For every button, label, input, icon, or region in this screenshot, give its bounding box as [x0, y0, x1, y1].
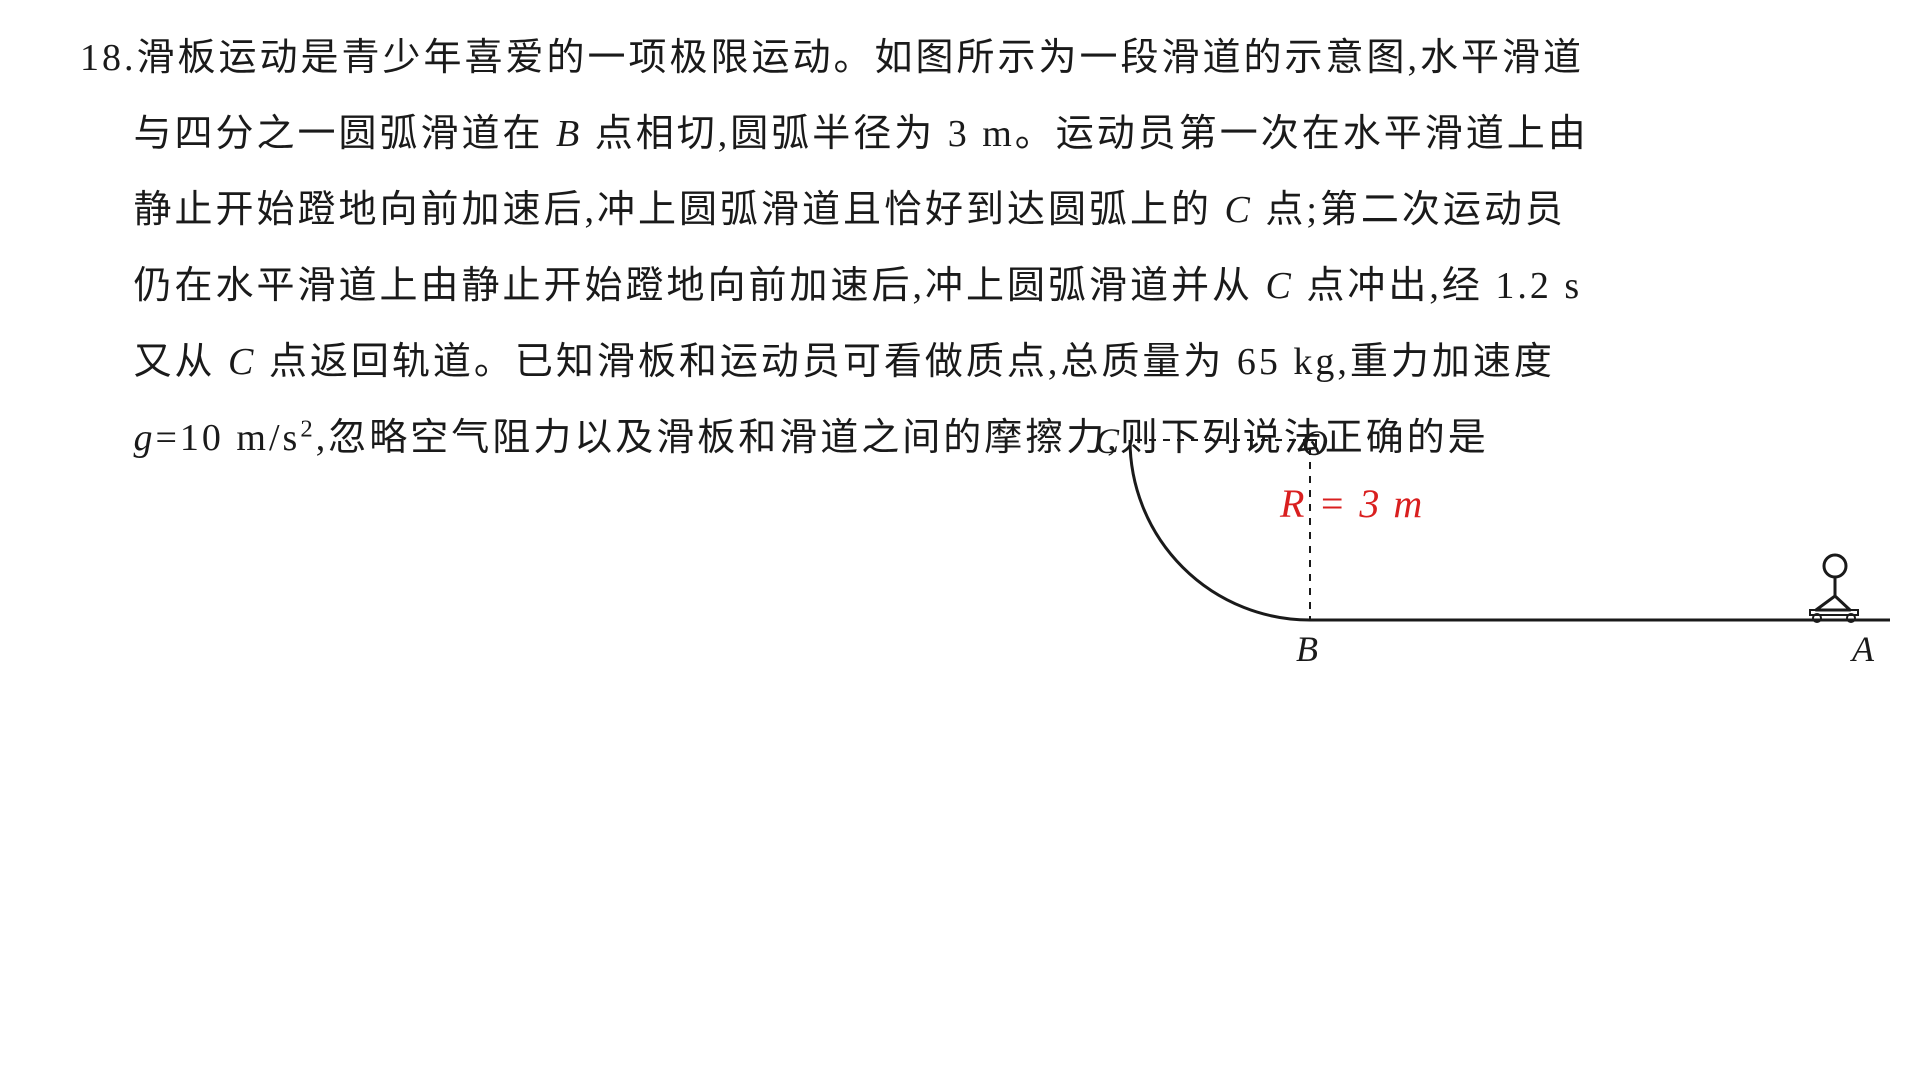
- var-B: B: [556, 113, 582, 155]
- line5b: 点返回轨道。已知滑板和运动员可看做质点,总质量为 65 kg,重力加速度: [256, 341, 1555, 383]
- line5a: 又从: [134, 341, 229, 383]
- label-a: A: [1852, 628, 1874, 670]
- figure: [1060, 420, 1890, 700]
- var-C1: C: [1225, 189, 1253, 231]
- skater-icon: [1810, 555, 1858, 622]
- line2b: 点相切,圆弧半径为 3 m。运动员第一次在水平滑道上由: [582, 113, 1589, 155]
- var-g: g: [134, 417, 156, 459]
- question-text: 18.滑板运动是青少年喜爱的一项极限运动。如图所示为一段滑道的示意图,水平滑道 …: [80, 20, 1840, 476]
- label-c: C: [1095, 420, 1119, 462]
- line2a: 与四分之一圆弧滑道在: [134, 113, 557, 155]
- line4a: 仍在水平滑道上由静止开始蹬地向前加速后,冲上圆弧滑道并从: [134, 265, 1266, 307]
- question-number: 18.: [80, 37, 137, 79]
- handwritten-annotation: R = 3 m: [1280, 480, 1424, 527]
- track-diagram: [1060, 420, 1890, 680]
- arc-track: [1130, 440, 1310, 620]
- line3a: 静止开始蹬地向前加速后,冲上圆弧滑道且恰好到达圆弧上的: [134, 189, 1225, 231]
- line1: 滑板运动是青少年喜爱的一项极限运动。如图所示为一段滑道的示意图,水平滑道: [137, 37, 1585, 79]
- var-C2: C: [1266, 265, 1294, 307]
- line6a: =10 m/s: [156, 417, 301, 459]
- sup-2: 2: [300, 415, 315, 442]
- label-o: O: [1302, 422, 1328, 464]
- label-b: B: [1296, 628, 1318, 670]
- line3b: 点;第二次运动员: [1253, 189, 1566, 231]
- var-C3: C: [228, 341, 256, 383]
- line4b: 点冲出,经 1.2 s: [1294, 265, 1582, 307]
- question-block: 18.滑板运动是青少年喜爱的一项极限运动。如图所示为一段滑道的示意图,水平滑道 …: [0, 0, 1920, 476]
